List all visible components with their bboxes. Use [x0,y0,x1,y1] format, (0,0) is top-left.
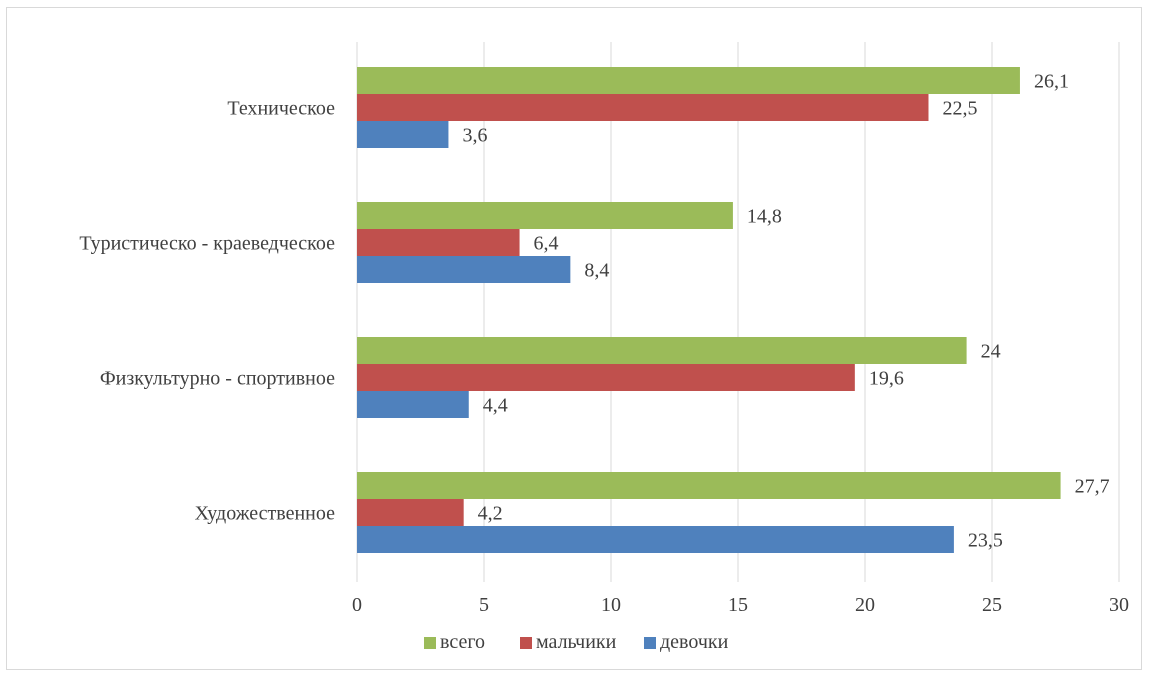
value-label-девочки-0: 3,6 [462,125,487,147]
bar-всего-1 [357,202,733,229]
x-tick-label: 0 [352,594,362,616]
value-labels: 26,1 22,5 3,6 14,8 6,4 8,4 24 19,6 4,4 27,7 4,2 23,… [462,71,1109,552]
value-label-девочки-2: 4,4 [483,395,508,417]
bar-всего-2 [357,337,967,364]
value-label-девочки-1: 8,4 [584,260,609,282]
value-label-мальчики-2: 19,6 [869,368,904,390]
legend-swatch-мальчики [520,637,532,649]
bar-девочки-2 [357,391,469,418]
bars [357,67,1061,553]
bar-мальчики-2 [357,364,855,391]
bar-мальчики-3 [357,499,464,526]
x-tick-label: 30 [1109,594,1129,616]
value-label-всего-0: 26,1 [1034,71,1069,93]
x-tick-label: 20 [855,594,875,616]
value-label-всего-1: 14,8 [747,206,782,228]
bar-девочки-1 [357,256,571,283]
x-axis-ticks: 0 5 10 15 20 25 30 [352,594,1129,616]
legend-label: мальчики [536,631,617,653]
value-label-всего-3: 27,7 [1075,476,1110,498]
value-label-мальчики-1: 6,4 [534,233,559,255]
value-label-девочки-3: 23,5 [968,530,1003,552]
category-label: Художественное [195,503,336,525]
category-label: Туристическо - краеведческое [79,233,335,255]
x-tick-label: 25 [982,594,1002,616]
category-labels: Техническое Туристическо - краеведческое Ф… [79,98,335,525]
x-tick-label: 10 [601,594,621,616]
x-tick-label: 5 [479,594,489,616]
value-label-всего-2: 24 [981,341,1001,363]
category-label: Физкультурно - спортивное [100,368,335,390]
value-label-мальчики-0: 22,5 [943,98,978,120]
category-label: Техническое [227,98,335,120]
bar-девочки-3 [357,526,954,553]
legend-swatch-всего [424,637,436,649]
bar-всего-0 [357,67,1020,94]
legend-swatch-девочки [644,637,656,649]
legend-label: девочки [660,631,729,653]
bar-мальчики-1 [357,229,520,256]
bar-мальчики-0 [357,94,929,121]
gridlines [356,42,1120,582]
legend-label: всего [440,631,485,653]
legend: всего мальчики девочки [424,631,729,653]
x-tick-label: 15 [728,594,748,616]
bar-всего-3 [357,472,1061,499]
value-label-мальчики-3: 4,2 [478,503,503,525]
bar-девочки-0 [357,121,449,148]
